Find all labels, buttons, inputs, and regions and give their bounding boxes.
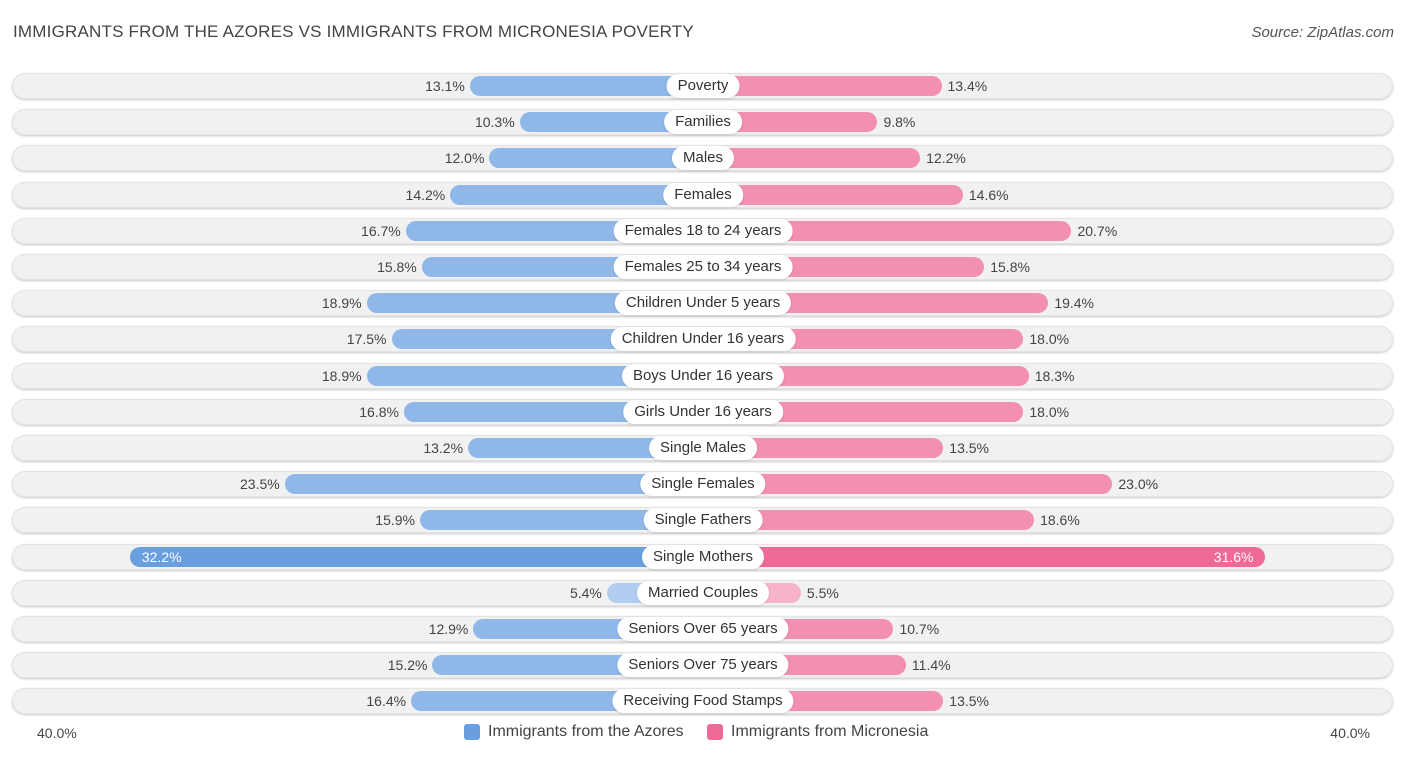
value-label-azores: 18.9% (321, 295, 362, 311)
bar-micronesia[interactable] (703, 402, 1024, 422)
value-label-micronesia: 31.6% (1213, 549, 1254, 565)
value-label-micronesia: 18.6% (1040, 512, 1080, 528)
bar-azores[interactable] (450, 185, 703, 205)
value-label-azores: 16.4% (366, 693, 407, 709)
value-label-azores: 23.5% (240, 476, 280, 492)
value-label-micronesia: 18.3% (1034, 368, 1075, 384)
value-label-micronesia: 13.5% (949, 440, 989, 456)
legend: Immigrants from the Azores Immigrants fr… (0, 723, 1406, 745)
value-label-azores: 15.8% (377, 259, 417, 275)
legend-item-azores[interactable]: Immigrants from the Azores (464, 723, 684, 741)
category-label: Single Mothers (641, 545, 765, 569)
category-label: Single Females (640, 472, 766, 496)
legend-swatch-azores (464, 724, 480, 740)
value-label-micronesia: 18.0% (1029, 331, 1070, 347)
chart-title: IMMIGRANTS FROM THE AZORES VS IMMIGRANTS… (13, 22, 694, 41)
bar-azores[interactable] (519, 112, 703, 132)
legend-label-azores: Immigrants from the Azores (488, 723, 684, 740)
value-label-azores: 13.1% (425, 78, 465, 94)
value-label-micronesia: 15.8% (990, 259, 1030, 275)
category-label: Single Fathers (643, 508, 763, 532)
value-label-micronesia: 11.4% (911, 657, 951, 673)
bar-azores[interactable] (469, 76, 703, 96)
value-label-azores: 12.9% (428, 621, 469, 637)
bar-azores[interactable] (468, 438, 703, 458)
value-label-azores: 15.9% (375, 512, 415, 528)
value-label-azores: 5.4% (569, 585, 602, 601)
bar-micronesia[interactable] (703, 438, 944, 458)
category-label: Married Couples (636, 581, 770, 605)
value-label-micronesia: 13.4% (947, 78, 988, 94)
bar-micronesia[interactable] (703, 148, 921, 168)
value-label-azores: 13.2% (423, 440, 464, 456)
category-label: Females 25 to 34 years (613, 255, 793, 279)
value-label-micronesia: 19.4% (1054, 295, 1095, 311)
value-label-micronesia: 20.7% (1077, 223, 1118, 239)
category-label: Families (664, 110, 742, 134)
bar-azores[interactable] (489, 148, 703, 168)
bar-micronesia[interactable] (703, 221, 1072, 241)
bar-azores[interactable] (366, 366, 703, 386)
category-label: Single Males (649, 436, 757, 460)
category-label: Seniors Over 75 years (617, 653, 789, 677)
category-label: Children Under 5 years (614, 291, 792, 315)
bar-micronesia[interactable] (703, 76, 942, 96)
value-label-micronesia: 18.0% (1029, 404, 1070, 420)
category-label: Children Under 16 years (610, 327, 796, 351)
bar-azores[interactable] (129, 547, 703, 567)
value-label-micronesia: 23.0% (1118, 476, 1159, 492)
value-label-micronesia: 14.6% (968, 187, 1009, 203)
bar-micronesia[interactable] (703, 112, 878, 132)
category-label: Boys Under 16 years (621, 364, 785, 388)
bar-micronesia[interactable] (703, 547, 1266, 567)
value-label-micronesia: 12.2% (926, 150, 966, 166)
value-label-azores: 10.3% (474, 114, 515, 130)
bar-micronesia[interactable] (703, 366, 1029, 386)
axis-left-label: 40.0% (37, 725, 77, 741)
source-credit: Source: ZipAtlas.com (1251, 24, 1394, 41)
category-label: Poverty (666, 74, 740, 98)
legend-label-micronesia: Immigrants from Micronesia (731, 723, 929, 740)
category-label: Females (663, 183, 743, 207)
value-label-micronesia: 5.5% (806, 585, 839, 601)
category-label: Receiving Food Stamps (612, 689, 794, 713)
value-label-azores: 16.7% (361, 223, 401, 239)
category-label: Seniors Over 65 years (617, 617, 789, 641)
value-label-azores: 17.5% (346, 331, 387, 347)
legend-swatch-micronesia (707, 724, 723, 740)
bar-azores[interactable] (419, 510, 703, 530)
value-label-azores: 16.8% (359, 404, 399, 420)
value-label-azores: 14.2% (405, 187, 446, 203)
bar-micronesia[interactable] (703, 474, 1113, 494)
axis-right-label: 40.0% (1330, 725, 1370, 741)
value-label-azores: 15.2% (387, 657, 428, 673)
value-label-azores: 12.0% (444, 150, 485, 166)
category-label: Females 18 to 24 years (613, 219, 793, 243)
value-label-micronesia: 10.7% (899, 621, 940, 637)
value-label-micronesia: 9.8% (883, 114, 916, 130)
bar-micronesia[interactable] (703, 510, 1035, 530)
category-label: Girls Under 16 years (623, 400, 783, 424)
bar-micronesia[interactable] (703, 185, 963, 205)
category-label: Males (671, 146, 735, 170)
value-label-azores: 32.2% (141, 549, 182, 565)
bar-azores[interactable] (284, 474, 703, 494)
legend-item-micronesia[interactable]: Immigrants from Micronesia (707, 723, 928, 741)
value-label-azores: 18.9% (321, 368, 362, 384)
value-label-micronesia: 13.5% (949, 693, 989, 709)
